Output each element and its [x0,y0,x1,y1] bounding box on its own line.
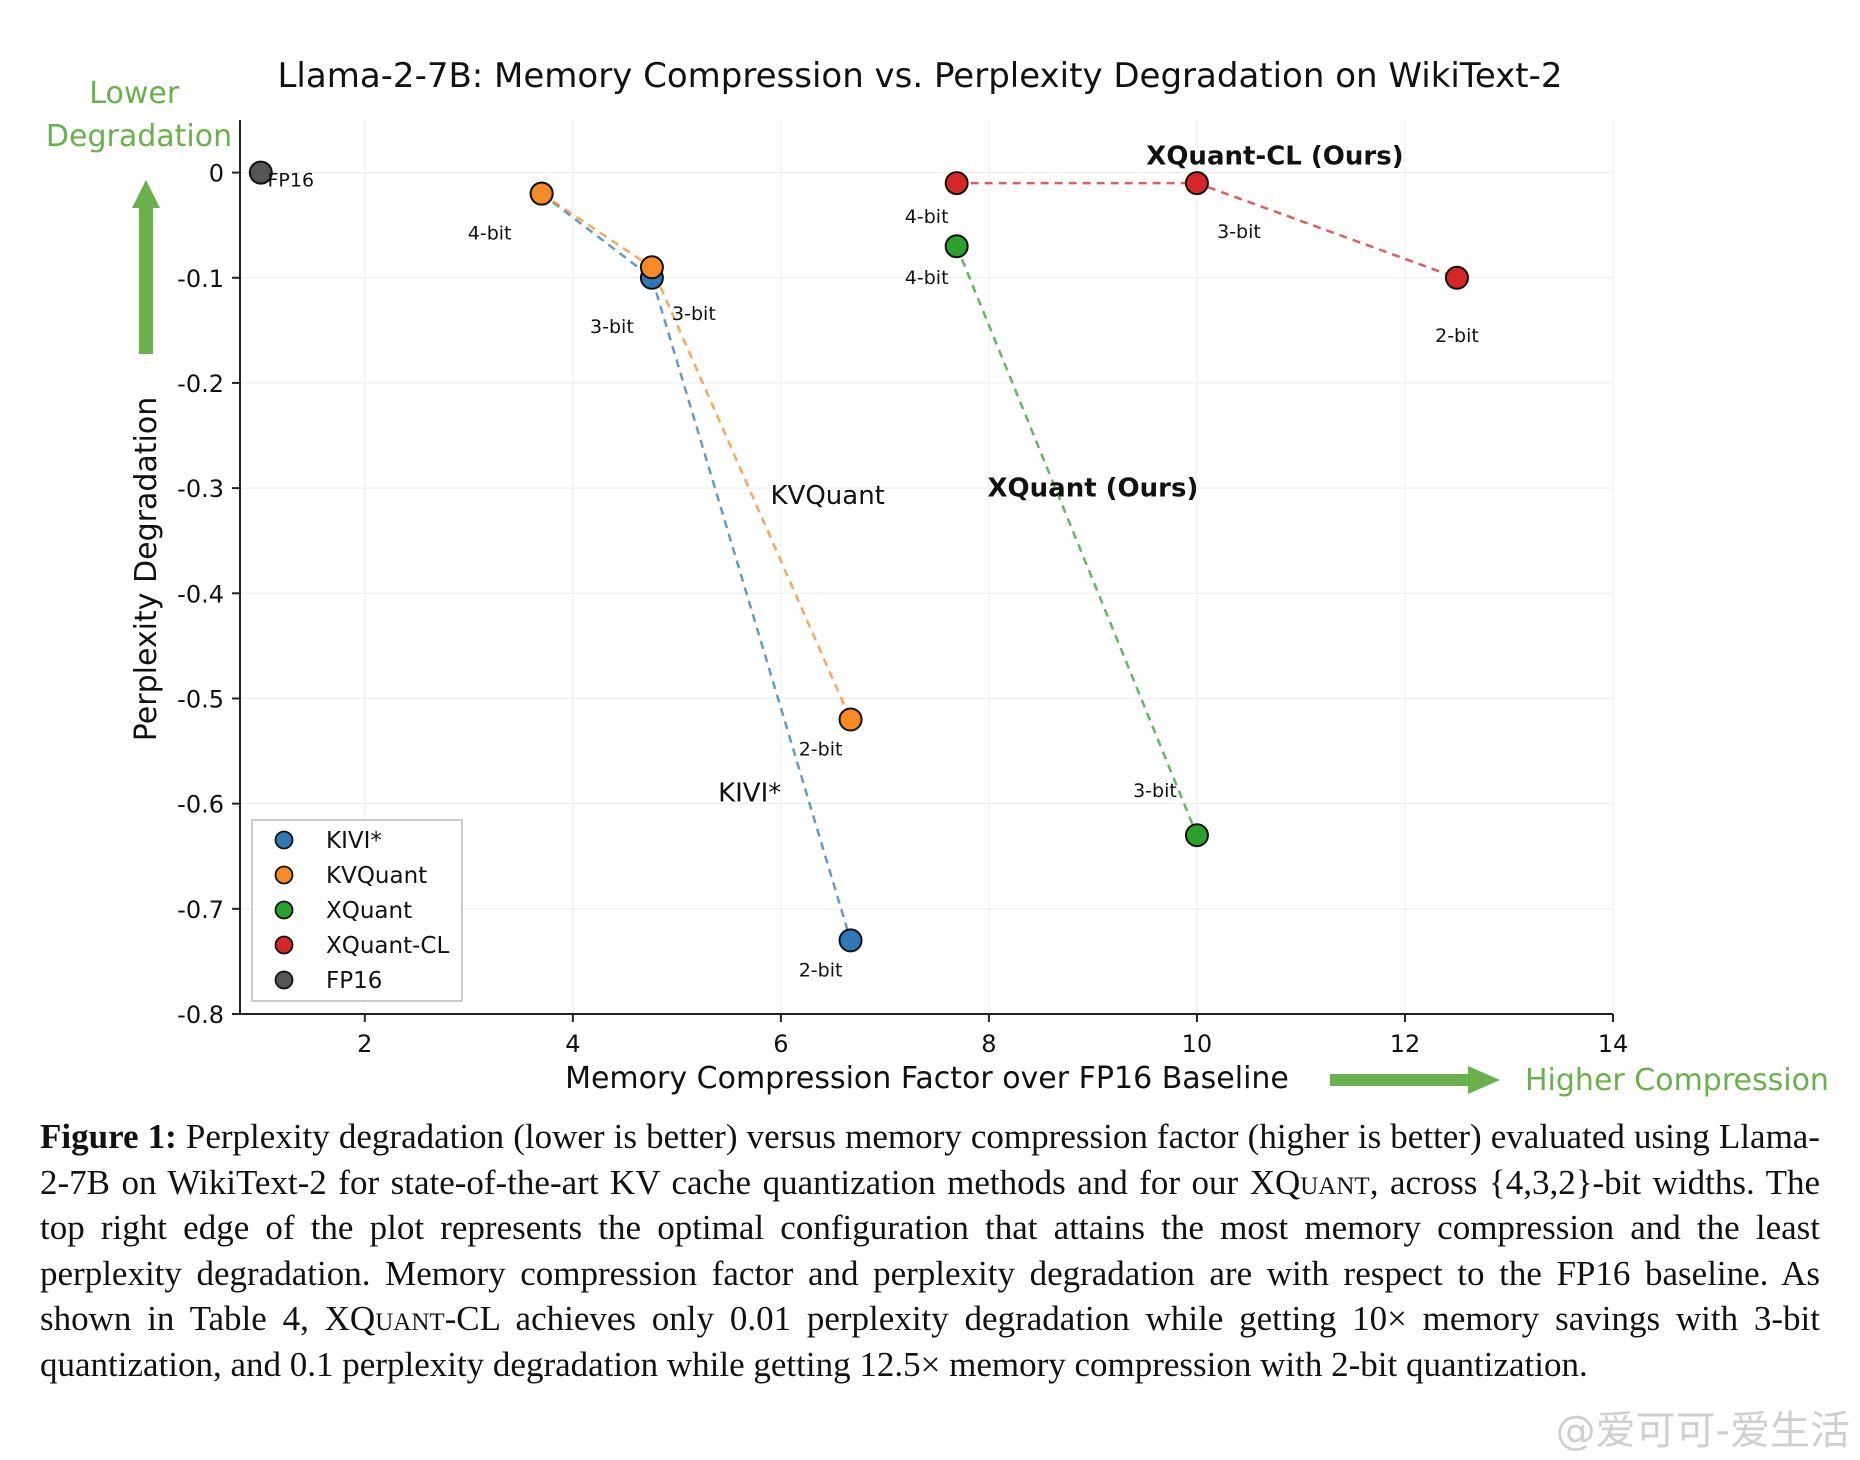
data-points [248,160,1469,953]
y-tick-label: -0.4 [177,580,224,608]
kivi-point-label: 2-bit [799,959,843,981]
point-labels: 3-bit 2-bit 4-bit 3-bit 2-bit 4-bit 3-bit 4-bit… [268,170,1479,982]
right-arrow-icon [1330,1066,1500,1094]
xquant-point-label: 3-bit [1133,780,1177,802]
kvquant-point-label: 2-bit [799,739,843,761]
y-tick-label: -0.6 [177,791,224,819]
caption-text-3: -CL achieves only 0.01 perplexity degrad… [40,1299,1820,1384]
x-tick-label: 12 [1390,1030,1421,1058]
y-tick-label: -0.1 [177,265,224,293]
figure-caption: Figure 1: Perplexity degradation (lower … [40,1114,1820,1387]
y-tick-label: -0.3 [177,475,224,503]
kvquant-point [529,181,554,206]
y-tick-label: -0.7 [177,896,224,924]
x-tick-label: 8 [981,1030,996,1058]
caption-text-1: Perplexity degradation (lower is better)… [40,1117,1820,1202]
xquant-cl-line [956,181,1458,279]
x-axis-label: Memory Compression Factor over FP16 Base… [565,1061,1289,1096]
xquant-point [1184,823,1209,848]
legend: KIVI* KVQuant XQuant XQuant-CL FP16 [251,819,463,1002]
xquant-cl-point-label: 4-bit [905,206,949,228]
caption-text-2: , across {4,3,2}-bit widths. The top rig… [40,1162,1820,1339]
xquant-cl-point [1444,265,1469,290]
x-ticks: 2 4 6 8 10 12 14 [357,1014,1628,1058]
kvquant-point [838,707,863,732]
grid [240,120,1614,1015]
legend-label-xquant-cl: XQuant-CL [326,933,449,959]
xquant-line [955,245,1199,836]
kivi-point [838,928,863,953]
up-arrow-icon [132,180,160,354]
y-axis-label: Perplexity Degradation [129,397,164,741]
caption-xquant-2: XQuant [324,1299,445,1338]
kvquant-point [639,255,664,280]
x-tick-label: 14 [1598,1030,1629,1058]
legend-marker-kivi [274,830,294,850]
fp16-point [248,160,273,185]
caption-label: Figure 1: [40,1117,177,1156]
legend-marker-xquant [274,900,294,920]
xquant-cl-point [1184,171,1209,196]
lower-degradation-label: Lower Degradation [46,76,232,154]
kvquant-point-label: 3-bit [672,303,716,325]
watermark: @爱可可-爱生活 [1555,1408,1850,1454]
kvquant-line [540,192,852,721]
series-lines [540,181,1458,941]
x-tick-label: 2 [357,1030,372,1058]
kvquant-curve-label: KVQuant [770,481,884,511]
legend-marker-xquant-cl [274,935,294,955]
higher-compression-label: Higher Compression [1525,1063,1829,1098]
y-tick-label: -0.8 [177,1001,224,1029]
kivi-curve-label: KIVI* [718,779,781,809]
x-tick-label: 10 [1182,1030,1213,1058]
xquant-point-label: 4-bit [905,267,949,289]
legend-label-xquant: XQuant [326,898,412,924]
curve-labels: KIVI* KVQuant XQuant (Ours) XQuant-CL (Ours… [718,142,1404,809]
y-ticks: 0 -0.1 -0.2 -0.3 -0.4 -0.5 -0.6 -0.7 -0.8 [177,160,240,1029]
caption-xquant-1: XQuant [1249,1162,1370,1202]
xquant-cl-point-label: 3-bit [1217,221,1261,243]
y-tick-label: -0.5 [177,685,224,713]
kvquant-point-label: 4-bit [468,223,512,245]
y-tick-label: 0 [209,160,224,188]
xquant-cl-point-label: 2-bit [1435,325,1479,347]
xquant-point [944,234,969,259]
kivi-line [540,192,852,941]
legend-label-kivi: KIVI* [326,828,382,854]
chart: Llama-2-7B: Memory Compression vs. Perpl… [46,56,1829,1098]
x-tick-label: 6 [773,1030,788,1058]
xquant-curve-label: XQuant (Ours) [987,474,1198,504]
legend-marker-fp16 [274,970,294,990]
x-tick-label: 4 [565,1030,580,1058]
xquant-cl-point [944,171,969,196]
kivi-point-label: 3-bit [590,316,634,338]
legend-label-kvquant: KVQuant [326,863,427,889]
xquant-cl-curve-label: XQuant-CL (Ours) [1146,142,1403,172]
legend-label-fp16: FP16 [326,968,382,994]
legend-marker-kvquant [274,865,294,885]
fp16-point-label: FP16 [268,170,315,192]
y-tick-label: -0.2 [177,370,224,398]
chart-title: Llama-2-7B: Memory Compression vs. Perpl… [277,56,1562,96]
